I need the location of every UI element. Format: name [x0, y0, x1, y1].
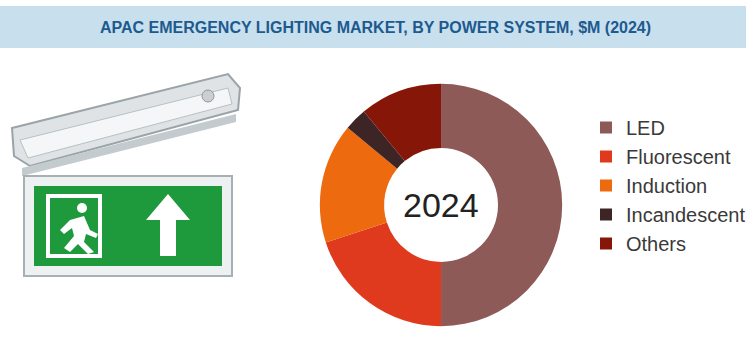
svg-text:Fluorescent: Fluorescent: [626, 146, 731, 168]
svg-text:Incandescent: Incandescent: [626, 204, 745, 226]
svg-text:Others: Others: [626, 233, 686, 255]
svg-text:LED: LED: [626, 117, 665, 139]
svg-text:APAC EMERGENCY LIGHTING MARKET: APAC EMERGENCY LIGHTING MARKET, BY POWER…: [100, 19, 651, 36]
svg-text:Induction: Induction: [626, 175, 707, 197]
svg-text:2024: 2024: [403, 186, 479, 224]
